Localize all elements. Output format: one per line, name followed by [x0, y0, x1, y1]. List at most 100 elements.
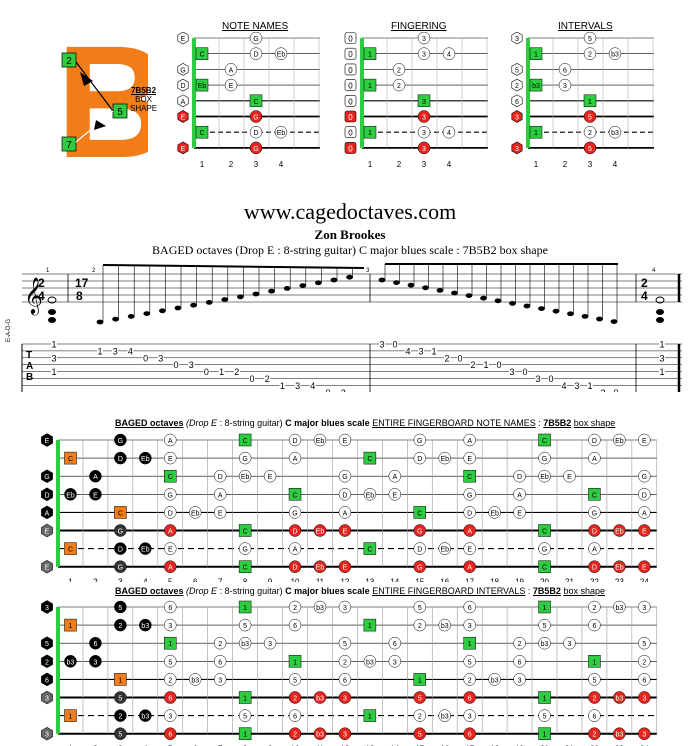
fb-note: C: [238, 433, 252, 447]
fb-note: 6: [89, 636, 102, 650]
fb-note: 2: [288, 691, 302, 704]
svg-text:A: A: [293, 456, 298, 463]
fb-interval-header-paren: (Drop E: [186, 586, 218, 596]
note-marker: C: [195, 125, 209, 139]
svg-text:Eb: Eb: [66, 492, 75, 499]
svg-text:1: 1: [293, 659, 297, 666]
fb-note: 6: [588, 709, 601, 722]
fb-note: b3: [313, 727, 327, 740]
svg-text:1: 1: [534, 130, 538, 137]
svg-text:3: 3: [563, 83, 567, 90]
svg-text:Eb: Eb: [540, 474, 549, 481]
finger-box-7: [61, 136, 77, 152]
fb-note: 3: [164, 618, 177, 632]
note-marker: 3: [417, 94, 431, 108]
svg-text:G: G: [253, 36, 258, 43]
svg-text:A: A: [392, 474, 397, 481]
fb-note: E: [164, 451, 177, 465]
fb-note: G: [413, 524, 427, 537]
svg-text:3: 3: [168, 623, 172, 630]
svg-text:6: 6: [293, 623, 297, 630]
note-marker: b3: [608, 47, 622, 60]
tab-number: 0: [496, 360, 501, 370]
fb-open-marker: E: [41, 433, 53, 447]
fb-fret-number: 12: [340, 745, 349, 746]
finger-label-2: 2: [66, 56, 72, 67]
svg-text:A: A: [45, 510, 50, 517]
measure-number: 3: [366, 268, 370, 274]
svg-text:5: 5: [543, 714, 547, 721]
svg-text:Eb: Eb: [316, 438, 325, 445]
tab-number: 0: [325, 388, 330, 392]
fb-fret-number: 17: [465, 745, 474, 746]
svg-text:3: 3: [422, 130, 426, 137]
fb-note: A: [463, 560, 476, 573]
svg-text:G: G: [592, 510, 597, 517]
tab-number: 1: [587, 381, 592, 391]
fb-interval-header-shape: 7B5B2: [532, 586, 561, 596]
note-marker: C: [249, 94, 263, 108]
fb-note: G: [538, 542, 551, 555]
svg-text:6: 6: [168, 732, 172, 739]
svg-text:6: 6: [642, 677, 646, 684]
fb-note: G: [238, 542, 252, 555]
fb-note: b3: [188, 673, 202, 686]
svg-text:b3: b3: [615, 732, 623, 739]
fb-note: C: [64, 451, 77, 465]
svg-text:2: 2: [642, 659, 646, 666]
fb-note: Eb: [438, 542, 451, 555]
fb-fret-number: 19: [515, 578, 524, 582]
svg-text:3: 3: [422, 146, 426, 153]
fb-note: E: [89, 488, 102, 501]
treble-clef: 𝄞: [24, 277, 43, 315]
fb-note: D: [413, 542, 427, 555]
fb-fret-number: 2: [93, 745, 98, 746]
svg-text:D: D: [292, 565, 297, 572]
fb-note: E: [638, 524, 651, 537]
fb-note: b3: [139, 618, 152, 632]
tab-number: 3: [158, 353, 163, 363]
svg-text:3: 3: [642, 696, 646, 703]
svg-text:C: C: [199, 130, 204, 137]
note-marker: Eb: [274, 47, 288, 60]
arrow-head: [80, 72, 93, 86]
tab-number: 1: [219, 367, 224, 377]
fb-note: 1: [114, 673, 127, 686]
svg-text:b3: b3: [141, 714, 149, 721]
svg-text:6: 6: [218, 659, 222, 666]
svg-text:0: 0: [348, 113, 353, 122]
svg-text:6: 6: [168, 696, 172, 703]
svg-text:3: 3: [218, 677, 222, 684]
fb-note: A: [513, 488, 526, 501]
fb-fret-number: 22: [590, 745, 599, 746]
tab-letter: T: [26, 350, 32, 361]
tab-number: 0: [173, 360, 178, 370]
fb-fret-number: 6: [193, 578, 198, 582]
svg-text:5: 5: [243, 714, 247, 721]
svg-text:2: 2: [418, 714, 422, 721]
svg-text:3: 3: [642, 605, 646, 612]
svg-text:Eb: Eb: [316, 565, 325, 572]
svg-text:C: C: [168, 474, 173, 481]
svg-text:C: C: [292, 492, 297, 499]
fb-note: Eb: [438, 451, 451, 465]
fb-note-header-shape: 7B5B2: [543, 418, 572, 428]
fret-number: 4: [613, 160, 618, 169]
svg-text:E: E: [467, 547, 472, 554]
fb-note: 1: [64, 618, 77, 632]
time-sig: 4: [641, 289, 648, 303]
fb-note: A: [213, 488, 227, 501]
fb-note: b3: [313, 691, 327, 704]
tab-number: 4: [128, 346, 133, 356]
time-sig: 8: [76, 289, 83, 303]
note-marker: 1: [529, 47, 543, 60]
tab-letter: B: [26, 372, 33, 383]
site-url[interactable]: www.cagedoctaves.com: [243, 199, 457, 224]
fb-open-marker: E: [41, 523, 53, 538]
fb-note: C: [463, 469, 476, 483]
note-marker: G: [249, 32, 263, 45]
svg-text:C: C: [417, 510, 422, 517]
svg-text:6: 6: [393, 641, 397, 648]
fb-note: b3: [613, 600, 626, 614]
svg-text:3: 3: [642, 732, 646, 739]
